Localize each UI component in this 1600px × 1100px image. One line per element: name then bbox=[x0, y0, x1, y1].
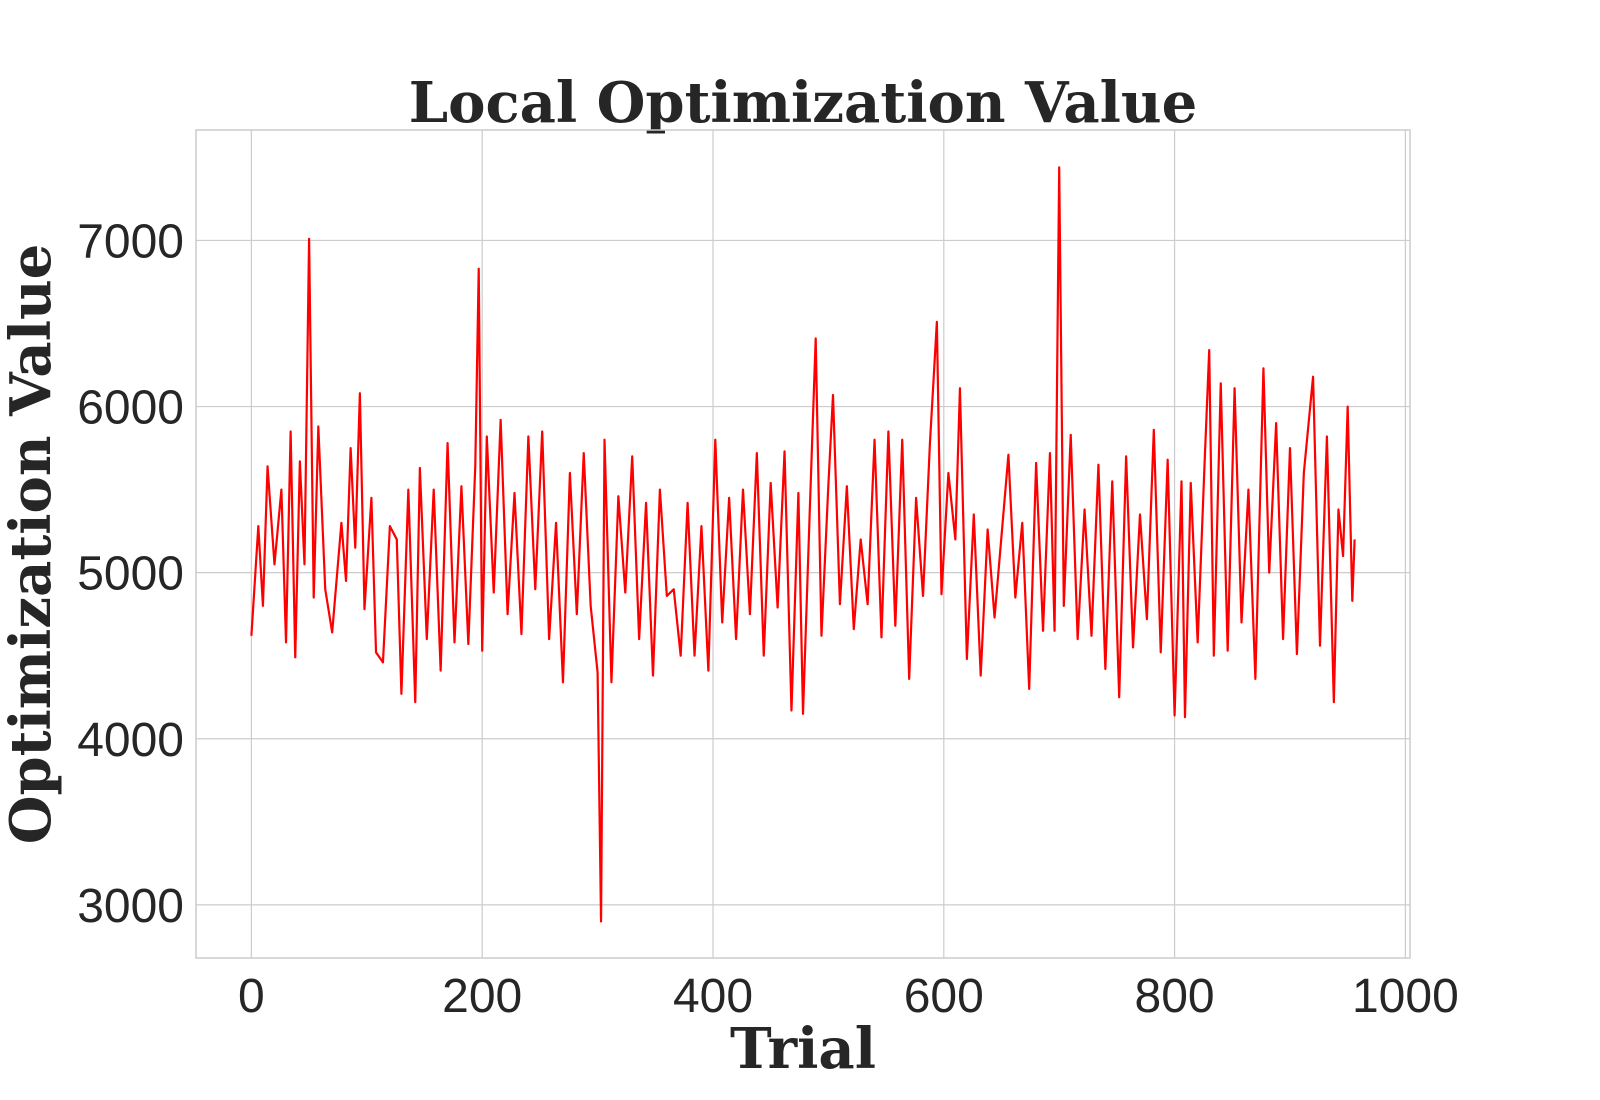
y-tick-label: 4000 bbox=[77, 714, 184, 767]
x-axis-label: Trial bbox=[730, 1016, 876, 1082]
x-tick-label: 200 bbox=[442, 970, 522, 1023]
y-tick-label: 7000 bbox=[77, 215, 184, 268]
y-tick-label: 3000 bbox=[77, 880, 184, 933]
y-tick-label: 5000 bbox=[77, 548, 184, 601]
x-tick-label: 600 bbox=[904, 970, 984, 1023]
plot-frame bbox=[195, 129, 1411, 959]
chart-title: Local Optimization Value bbox=[409, 70, 1197, 136]
x-tick-label: 400 bbox=[673, 970, 753, 1023]
x-tick-label: 1000 bbox=[1352, 970, 1459, 1023]
y-axis-label: Optimization Value bbox=[0, 244, 64, 845]
data-line bbox=[250, 166, 1356, 923]
y-tick-label: 6000 bbox=[77, 382, 184, 435]
x-tick-label: 800 bbox=[1135, 970, 1215, 1023]
x-tick-label: 0 bbox=[238, 970, 265, 1023]
